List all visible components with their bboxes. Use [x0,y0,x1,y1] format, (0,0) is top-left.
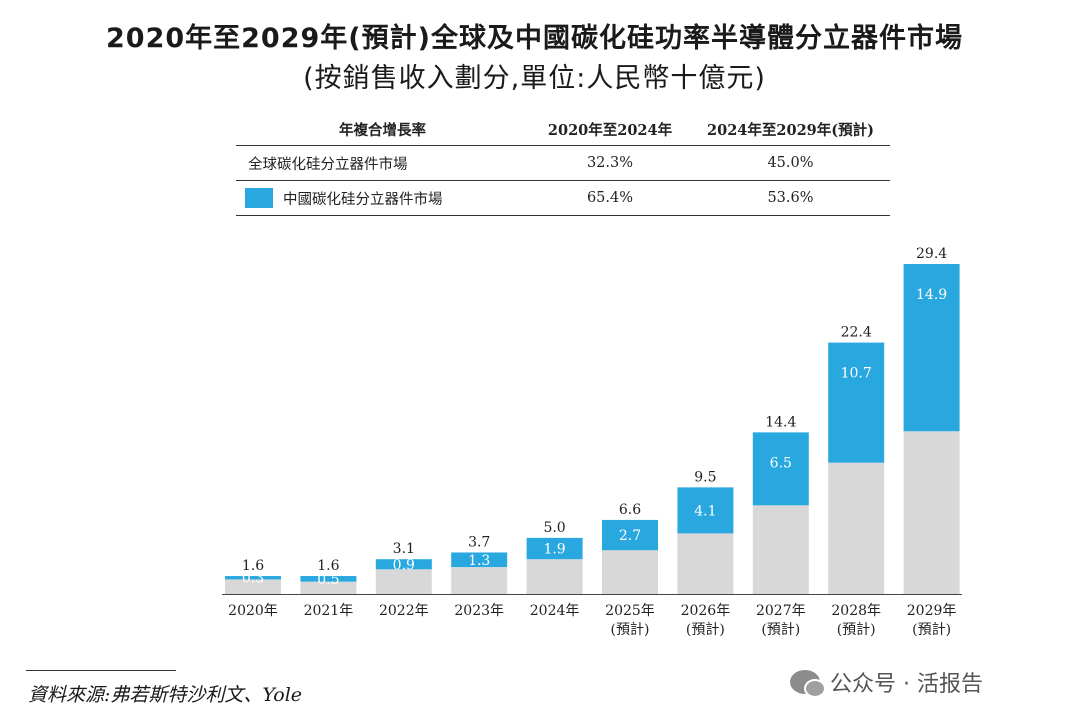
cagr-row-label-china: 中國碳化硅分立器件市場 [236,180,529,216]
total-value-label: 29.4 [916,246,947,262]
x-tick-label: (預計) [686,622,725,638]
bar-segment-rest [451,567,508,594]
x-tick-label: 2026年 [681,603,731,619]
bar-segment-china [526,537,583,560]
total-value-label: 14.4 [765,414,796,430]
x-tick-label: 2025年 [605,603,655,619]
cagr-header-2024-2029: 2024年至2029年(預計) [691,113,890,146]
cagr-row-china: 中國碳化硅分立器件市場 65.4% 53.6% [236,180,890,216]
china-value-label: 0.3 [242,571,264,587]
x-tick-label: 2023年 [454,603,504,619]
cagr-value: 53.6% [691,180,890,216]
bar-segment-china [752,432,809,506]
china-value-label: 2.7 [619,528,641,544]
cagr-table: 年複合增長率 2020年至2024年 2024年至2029年(預計) 全球碳化硅… [236,113,890,216]
source-divider [26,670,176,671]
bar-segment-china [375,559,432,570]
total-value-label: 6.6 [619,502,641,518]
x-tick-label: 2024年 [530,603,580,619]
bar-segment-china [677,487,734,534]
china-value-label: 4.1 [694,503,716,519]
total-value-label: 9.5 [694,469,716,485]
bar-segment-china [903,264,960,432]
bar-segment-rest [375,569,432,594]
total-value-label: 3.7 [468,534,490,550]
x-tick-label: 2028年 [831,603,881,619]
total-value-label: 1.6 [242,558,264,574]
bar-segment-rest [903,431,960,594]
bar-segment-rest [602,550,658,594]
chart-subtitle: (按銷售收入劃分,單位:人民幣十億元) [303,63,766,94]
cagr-value: 45.0% [691,145,890,181]
bar-segment-rest [752,505,809,594]
total-value-label: 1.6 [317,558,339,574]
bar-segment-china [828,342,885,463]
china-value-label: 14.9 [916,287,947,303]
bar-segment-china [602,519,658,551]
bar-segment-rest [225,579,281,594]
cagr-header-2020-2024: 2020年至2024年 [529,113,691,146]
bar-segment-rest [828,462,885,594]
x-tick-label: 2021年 [304,603,354,619]
bar-segment-china [451,552,508,568]
legend-swatch-china [245,188,273,208]
cagr-row-label: 中國碳化硅分立器件市場 [283,191,443,208]
cagr-header-row: 年複合增長率 2020年至2024年 2024年至2029年(預計) [236,113,890,146]
x-tick-label: 2027年 [756,603,806,619]
watermark: 公众号 · 活报告 [790,666,983,698]
x-tick-label: (預計) [761,622,800,638]
cagr-row-global: 全球碳化硅分立器件市場 32.3% 45.0% [236,145,890,181]
total-value-label: 5.0 [543,520,565,536]
bar-segment-china [225,576,281,580]
bar-segment-china [300,576,357,582]
x-tick-label: 2020年 [228,603,278,619]
watermark-text: 公众号 · 活报告 [830,672,983,697]
cagr-value: 32.3% [529,145,691,181]
cagr-row-label: 全球碳化硅分立器件市場 [236,145,529,181]
x-tick-label: (預計) [611,622,650,638]
cagr-value: 65.4% [529,180,691,216]
total-value-label: 3.1 [393,541,415,557]
total-value-label: 22.4 [841,325,872,341]
x-tick-label: 2029年 [907,603,957,619]
x-tick-label: (預計) [912,622,951,638]
bar-segment-rest [677,533,734,594]
source-note: 資料來源:弗若斯特沙利文、Yole [28,684,303,706]
bar-segment-rest [526,559,583,594]
cagr-header-label: 年複合增長率 [236,113,529,146]
x-tick-label: 2022年 [379,603,429,619]
wechat-icon [790,670,826,698]
chart-title: 2020年至2029年(預計)全球及中國碳化硅功率半導體分立器件市場 [106,23,963,54]
china-value-label: 0.9 [393,557,415,573]
china-value-label: 1.9 [543,542,565,558]
china-value-label: 6.5 [770,455,792,471]
china-value-label: 1.3 [468,553,490,569]
x-tick-label: (預計) [837,622,876,638]
china-value-label: 0.5 [317,572,339,588]
bar-segment-rest [300,581,357,594]
china-value-label: 10.7 [841,366,872,382]
